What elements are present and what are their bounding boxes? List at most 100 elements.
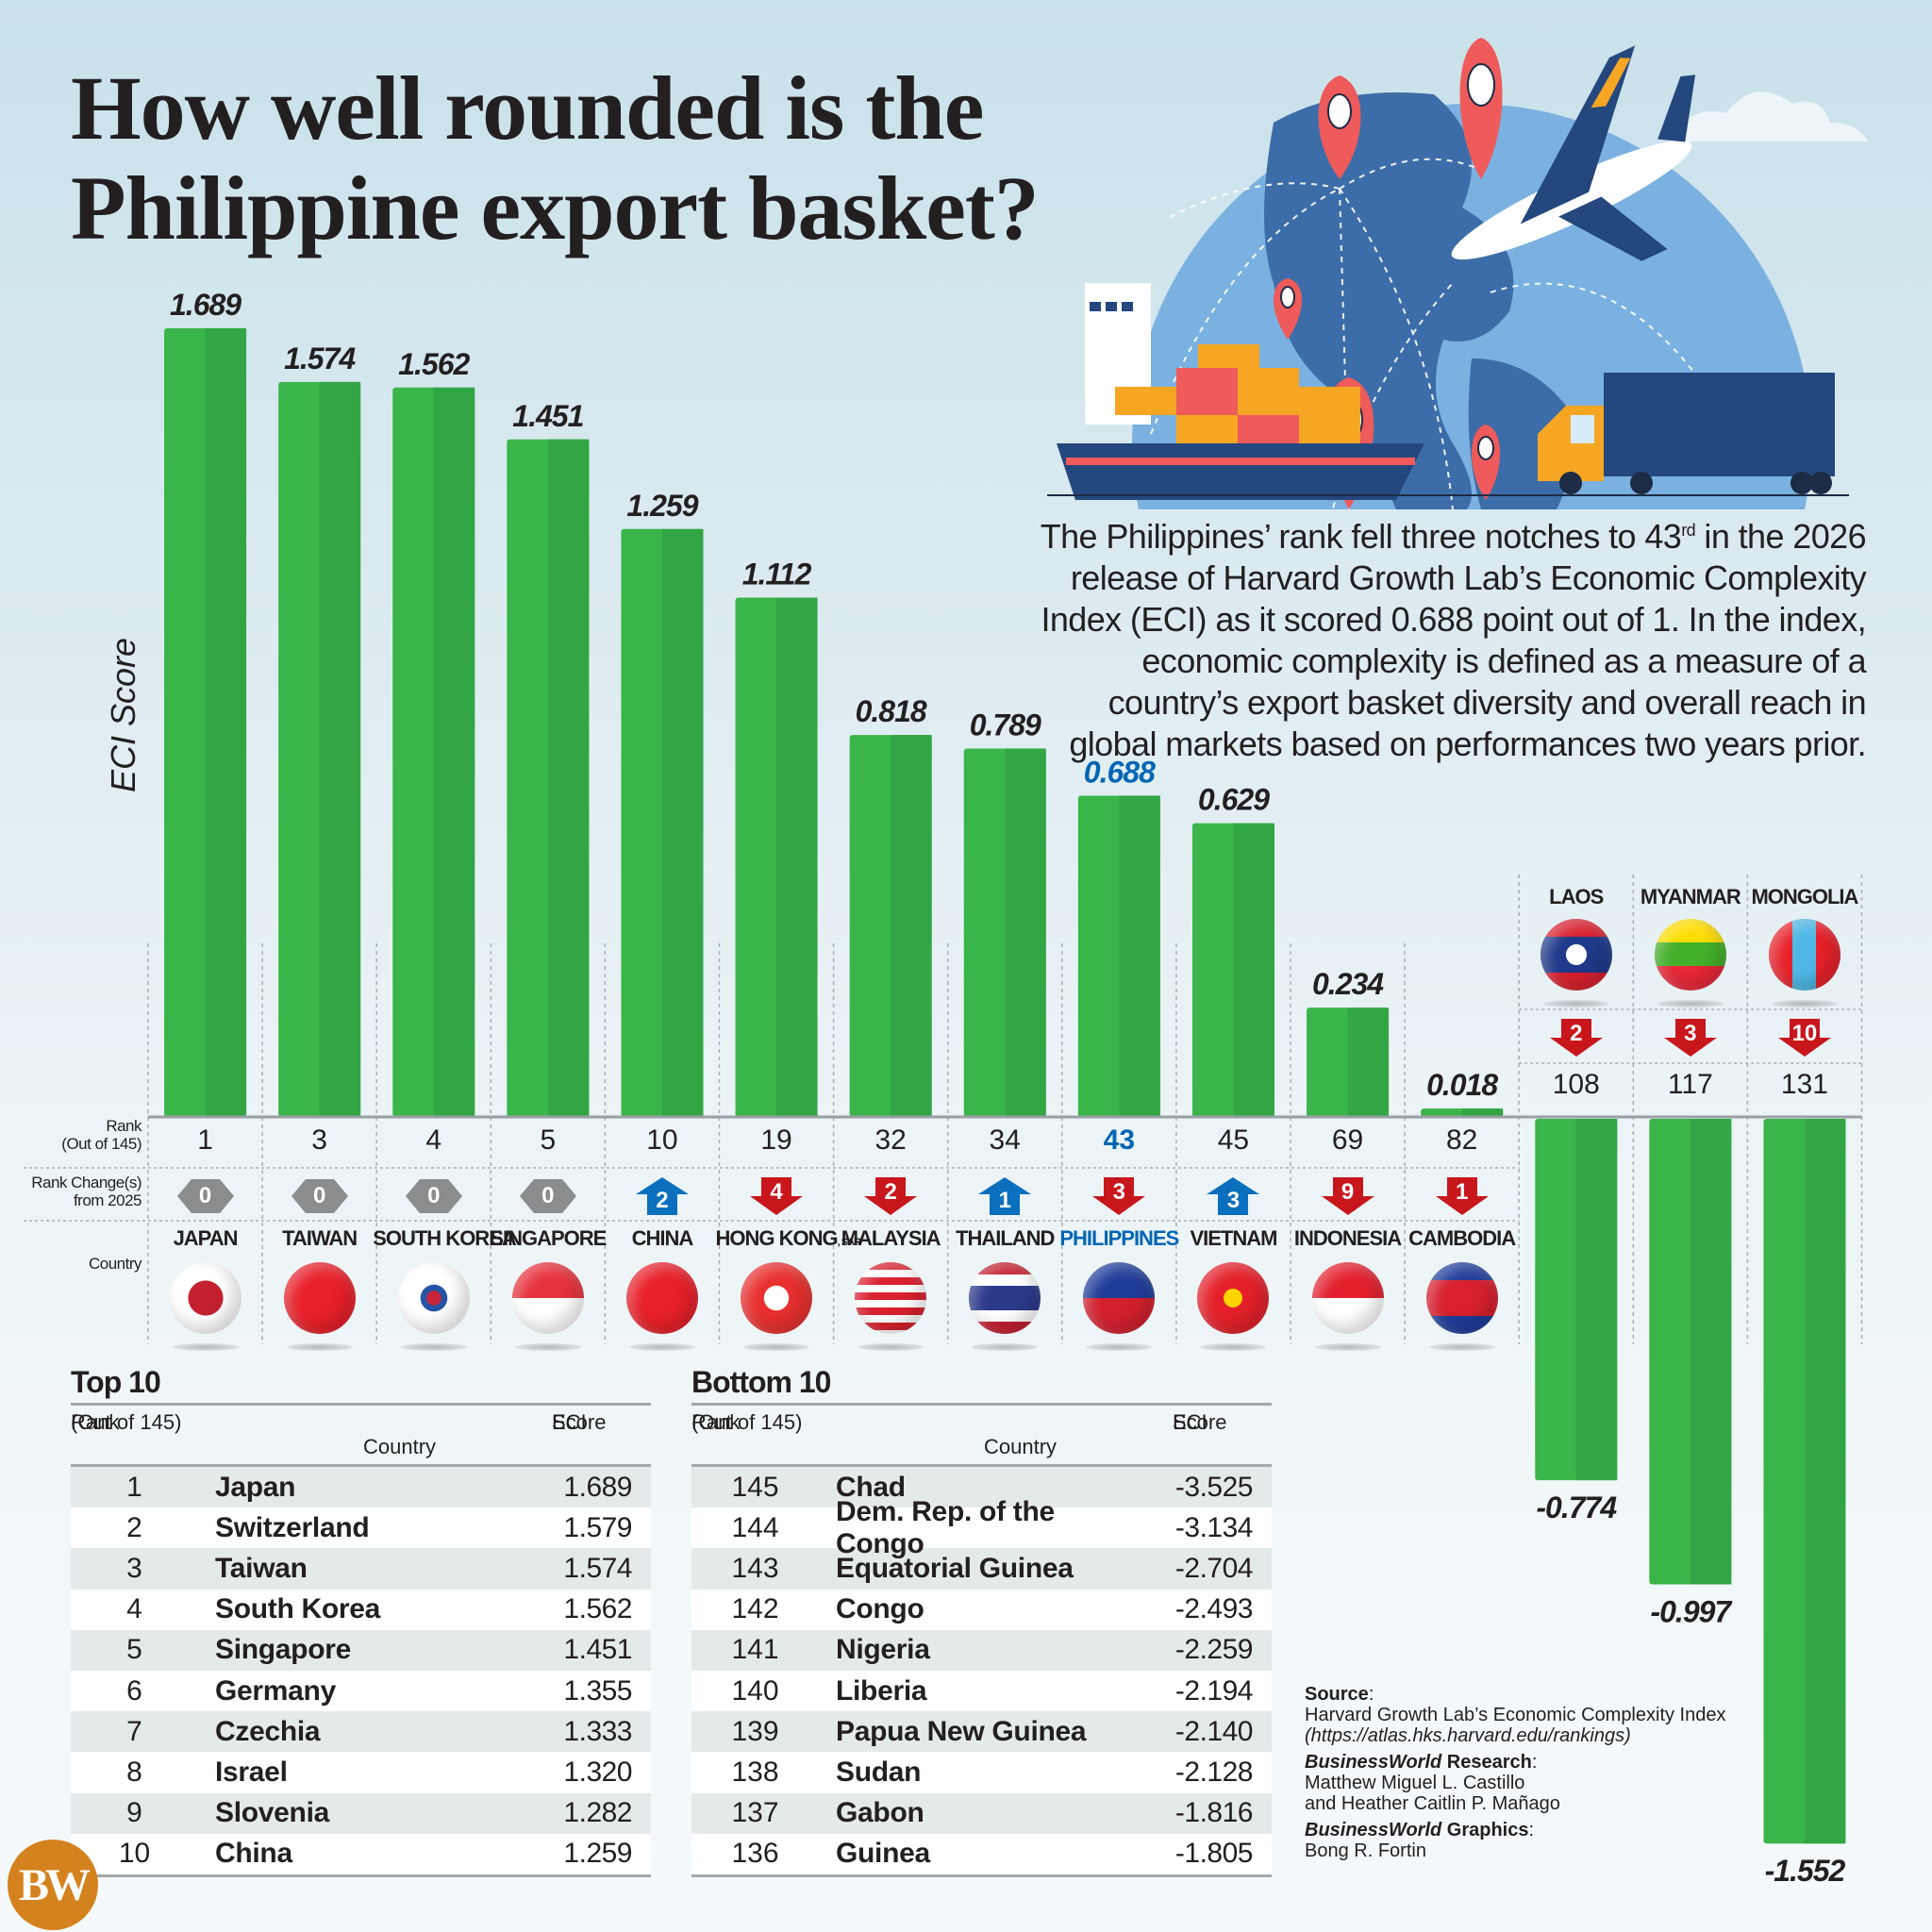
score-cell: 1.355 (563, 1674, 632, 1707)
bar-philippines (1077, 795, 1160, 1117)
row-label-rank-text: Rank (106, 1117, 142, 1135)
score-cell: 1.333 (563, 1715, 632, 1747)
rank-cell: 2 (126, 1511, 142, 1543)
rank-value: 43 (1103, 1124, 1136, 1156)
rank-change-value: 1 (1455, 1179, 1469, 1205)
country-cell: Switzerland (215, 1511, 370, 1543)
rank-down-arrow-icon: 9 (1320, 1177, 1376, 1215)
rank-cell: 9 (126, 1797, 142, 1829)
bar-shade (1347, 1008, 1390, 1117)
rank-cell: 5 (126, 1634, 142, 1666)
country-name: SOUTH KOREA (373, 1226, 517, 1251)
header-score-text: ECI (1173, 1410, 1208, 1434)
bar-shade (319, 381, 361, 1117)
description-superscript: rd (1681, 521, 1696, 540)
bar-indonesia (1307, 1008, 1390, 1117)
country-name-text: THAILAND (956, 1226, 1055, 1250)
rank-change-value: 0 (312, 1183, 326, 1208)
rank-cell: 6 (126, 1674, 142, 1707)
airplane-icon (1451, 45, 1696, 261)
rank-cell: 140 (731, 1674, 779, 1707)
value-label: 0.018 (1426, 1068, 1498, 1102)
rank-change-value: 0 (198, 1183, 212, 1208)
rank-change-value: 3 (1112, 1179, 1126, 1205)
header-score-sub: Score (1173, 1410, 1227, 1434)
no-change-badge: 0 (405, 1177, 462, 1215)
country-name-text: PHILIPPINES (1059, 1226, 1179, 1250)
rank-value: 4 (425, 1124, 442, 1156)
table-row: 8 Israel 1.320 (71, 1752, 651, 1793)
country-name: HONG KONG, SAR (716, 1226, 861, 1251)
rank-down-arrow-icon: 10 (1776, 1019, 1833, 1057)
table-row: 144 Dem. Rep. of the Congo -3.134 (691, 1496, 1272, 1559)
rank-down-arrow-icon: 3 (1091, 1177, 1147, 1215)
rank-cell: 3 (126, 1552, 142, 1584)
y-axis-label: ECI Score (104, 637, 142, 792)
source-text: Harvard Growth Lab’s Economic Complexity… (1305, 1705, 1726, 1725)
score-cell: -2.259 (1174, 1634, 1254, 1666)
bottom10-header: Rank (Out of 145) Country ECI Score (691, 1403, 1272, 1467)
japan-flag-icon (169, 1262, 242, 1334)
country-cell: Japan (215, 1471, 296, 1503)
country-cell: Dem. Rep. of the Congo (836, 1495, 1055, 1559)
flag-shadow (743, 1343, 810, 1351)
bar-laos (1535, 1119, 1618, 1481)
top10-title: Top 10 (71, 1365, 161, 1399)
country-cell: Taiwan (215, 1552, 308, 1584)
flag-shadow (1086, 1343, 1153, 1351)
table-row: 145 Chad -3.525 (691, 1467, 1272, 1508)
value-label: 1.562 (398, 347, 470, 381)
country-cell: Israel (215, 1756, 288, 1788)
table-row: 10 China 1.259 (71, 1833, 651, 1874)
cargo-ship-icon (1057, 283, 1424, 500)
graphics-name: Bong R. Fortin (1305, 1840, 1426, 1861)
flag-shadow (628, 1343, 695, 1351)
rank-change-value: 0 (541, 1183, 555, 1208)
description-part-1: The Philippines’ rank fell three notches… (1040, 517, 1682, 556)
country-cell: Papua New Guinea (836, 1715, 1087, 1747)
rank-value: 69 (1331, 1124, 1364, 1156)
bar-shade (776, 597, 818, 1117)
country-name-text: SOUTH KOREA (373, 1226, 517, 1250)
score-cell: -3.525 (1174, 1471, 1254, 1503)
table-row: 139 Papua New Guinea -2.140 (691, 1711, 1272, 1753)
header-rank-sub: (Out of 145) (691, 1410, 803, 1434)
bottom10-title: Bottom 10 (691, 1365, 831, 1399)
rank-down-arrow-icon: 2 (1548, 1019, 1605, 1057)
rank-cell: 10 (118, 1838, 151, 1870)
research-brand: BusinessWorld (1305, 1752, 1442, 1773)
country-name-text: VIETNAM (1190, 1226, 1277, 1250)
bar-japan (164, 327, 247, 1117)
table-row: 3 Taiwan 1.574 (71, 1548, 651, 1590)
bar-shade (1119, 795, 1160, 1117)
bar-shade (1575, 1119, 1618, 1481)
score-cell: -2.493 (1174, 1593, 1254, 1625)
score-cell: 1.282 (563, 1797, 632, 1829)
country-name-text: SINGAPORE (490, 1226, 607, 1250)
cloud-icon (1670, 92, 1868, 142)
rank-cell: 141 (731, 1634, 779, 1666)
value-label: 0.789 (970, 708, 1041, 741)
rank-change-value: 2 (656, 1188, 669, 1213)
flag-shadow (858, 1343, 924, 1351)
bar-shade (1461, 1108, 1504, 1117)
rank-cell: 4 (126, 1593, 142, 1625)
country-name: VIETNAM (1173, 1226, 1294, 1251)
rank-change-value: 10 (1791, 1021, 1818, 1046)
rank-down-arrow-icon: 2 (862, 1177, 919, 1215)
country-cell: China (215, 1838, 292, 1870)
research-name-1: Matthew Miguel L. Castillo (1305, 1773, 1525, 1793)
description-part-2: in the 2026 release of Harvard Growth La… (1041, 517, 1866, 763)
table-row: 5 Singapore 1.451 (71, 1629, 651, 1671)
country-cell: Singapore (215, 1634, 351, 1666)
rank-value: 131 (1780, 1069, 1828, 1100)
value-label: -1.552 (1765, 1854, 1846, 1888)
cambodia-flag-icon (1425, 1262, 1498, 1334)
rank-cell: 144 (731, 1511, 779, 1543)
country-name-text: TAIWAN (282, 1226, 358, 1250)
taiwan-flag-icon (283, 1262, 356, 1334)
bar-myanmar (1649, 1119, 1732, 1585)
rank-value: 32 (874, 1124, 907, 1156)
bar-hong-kong (735, 597, 818, 1117)
score-cell: 1.259 (563, 1838, 632, 1870)
